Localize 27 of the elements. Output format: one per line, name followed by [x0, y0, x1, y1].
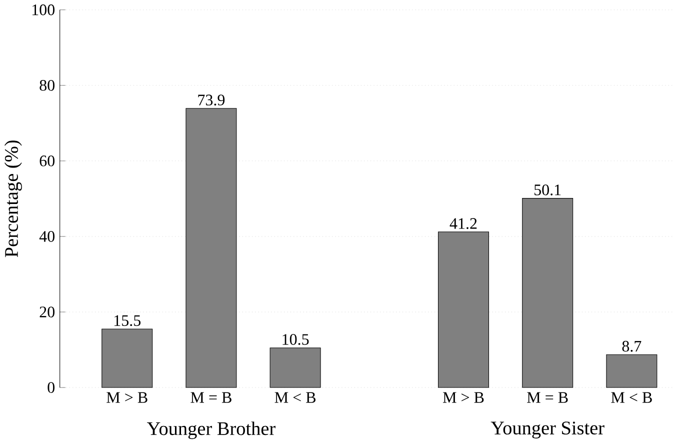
data-label: 73.9	[198, 94, 225, 106]
x-tick-label: M < B	[611, 392, 652, 404]
text: Younger Sister	[490, 422, 604, 439]
data-label: 41.2	[450, 218, 477, 230]
y-tick-label: 60	[40, 156, 54, 167]
x-tick-label: M < B	[274, 392, 316, 404]
data-label: 15.5	[114, 315, 141, 326]
y-tick-label: 20	[40, 306, 54, 318]
y-tick-label: 80	[40, 80, 54, 92]
x-tick-label: M > B	[106, 392, 148, 404]
bar	[270, 348, 321, 388]
y-tick-label: 40	[39, 231, 54, 242]
bar	[438, 232, 489, 388]
x-tick-label: M = B	[190, 392, 232, 404]
text: Younger Brother	[147, 422, 276, 440]
data-label: 50.1	[534, 184, 561, 196]
bar	[102, 328, 153, 388]
x-tick-label: M > B	[442, 392, 484, 404]
y-tick-label: 0	[48, 382, 54, 394]
x-tick-label: M = B	[527, 392, 568, 404]
y-axis-title: Percentage (%)	[4, 140, 22, 258]
data-label: 8.7	[622, 341, 642, 352]
data-label: 10.5	[282, 334, 309, 346]
bar	[522, 198, 574, 388]
y-tick-label: 100	[32, 4, 54, 16]
bar	[606, 354, 658, 388]
bar	[186, 108, 237, 388]
